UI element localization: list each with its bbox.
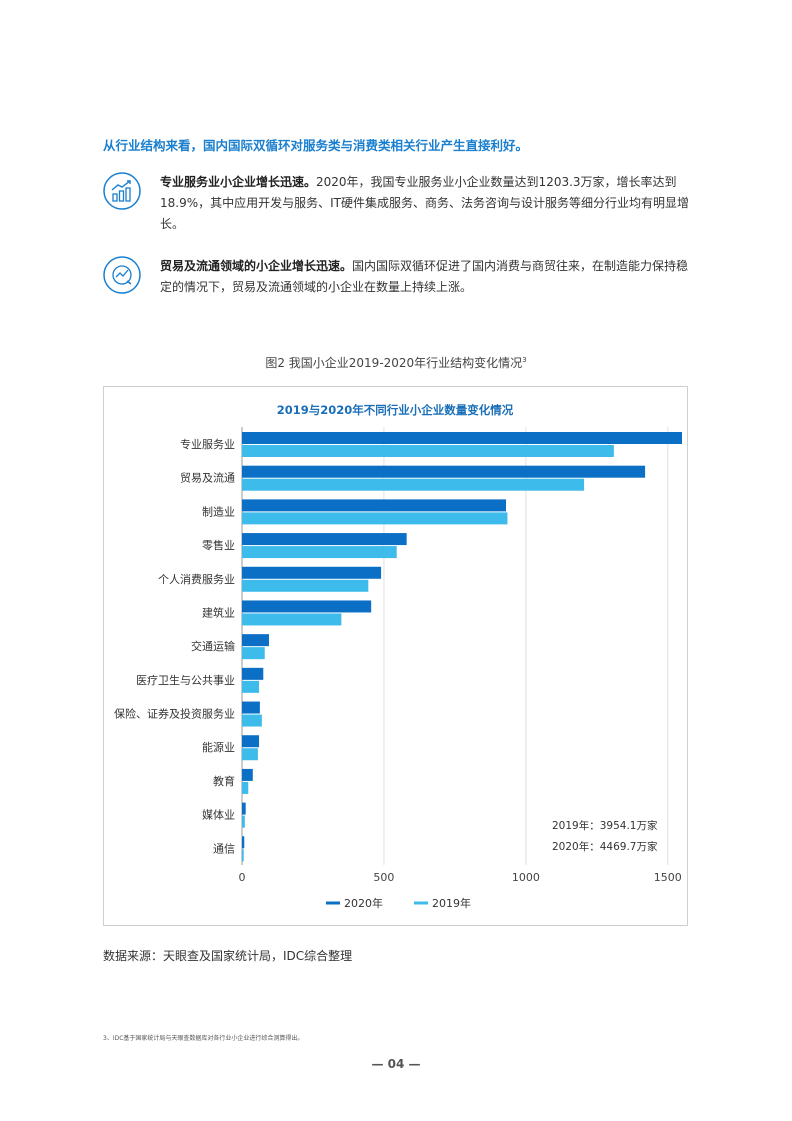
bar-2019 (242, 512, 508, 525)
bar-2019 (242, 445, 614, 457)
category-label: 教育 (213, 774, 235, 788)
bar-2019 (242, 815, 245, 828)
point-title: 专业服务业小企业增长迅速。 (160, 175, 317, 189)
bar-2019 (242, 579, 369, 592)
category-label: 个人消费服务业 (158, 572, 235, 586)
category-label: 零售业 (202, 538, 235, 552)
bar-2019 (242, 647, 265, 660)
chart-title: 2019与2020年不同行业小企业数量变化情况 (277, 403, 514, 417)
bar-2020 (242, 836, 245, 849)
bar-2020 (242, 667, 264, 680)
bar-2020 (242, 432, 682, 444)
bar-2020 (242, 465, 646, 478)
bar-2020 (242, 701, 260, 714)
bar-2020 (242, 768, 253, 781)
bar-chart: 2019与2020年不同行业小企业数量变化情况 0 500 1000 1500 专业服务业… (114, 403, 682, 910)
bar-2019 (242, 613, 342, 626)
x-tick-label: 500 (373, 871, 394, 884)
trade-globe-icon (103, 256, 141, 294)
bar-2019 (242, 714, 262, 727)
legend-label: 2019年 (432, 896, 471, 910)
bar-2019 (242, 849, 244, 862)
data-source: 数据来源：天眼查及国家统计局，IDC综合整理 (103, 949, 353, 963)
category-label: 专业服务业 (180, 437, 235, 451)
category-label: 能源业 (202, 740, 235, 754)
lead-paragraph: 从行业结构来看，国内国际双循环对服务类与消费类相关行业产生直接利好。 (103, 138, 529, 153)
growth-chart-icon (103, 172, 141, 210)
bar-2019 (242, 748, 258, 761)
point-body: 2020年，我国专业服务业小企业数量达到1203.3万家，增长率达到18.9%，… (160, 175, 689, 231)
category-label: 制造业 (202, 504, 235, 518)
category-label: 保险、证券及投资服务业 (114, 707, 235, 721)
category-label: 贸易及流通 (180, 471, 235, 485)
legend-label: 2020年 (344, 896, 383, 910)
category-label: 交通运输 (191, 639, 235, 653)
x-tick-label: 1000 (512, 871, 540, 884)
figure-caption-text: 图2 我国小企业2019-2020年行业结构变化情况 (265, 356, 523, 370)
bar-2019 (242, 546, 397, 559)
page-number: — 04 — (371, 1057, 421, 1071)
bar-2020 (242, 566, 382, 579)
footnote-ref: 3 (522, 356, 527, 364)
category-label: 媒体业 (202, 808, 235, 822)
point-title: 贸易及流通领域的小企业增长迅速。 (160, 259, 353, 273)
x-tick-label: 0 (239, 871, 246, 884)
x-tick-label: 1500 (654, 871, 682, 884)
bar-2020 (242, 533, 407, 546)
bar-2019 (242, 781, 249, 794)
bar-2020 (242, 600, 372, 613)
annotation-total-2019: 2019年：3954.1万家 (552, 819, 658, 832)
bar-2020 (242, 735, 260, 748)
bar-2020 (242, 802, 246, 815)
chart-container: 2019与2020年不同行业小企业数量变化情况 0 500 1000 1500 专业服务业… (103, 386, 688, 926)
bar-2019 (242, 680, 260, 693)
annotation-total-2020: 2020年：4469.7万家 (552, 840, 658, 853)
category-label: 通信 (213, 842, 235, 855)
footnote: 3、IDC基于国家统计局与天眼查数据库对各行业小企业进行综合测算得出。 (103, 1035, 304, 1042)
figure-caption: 图2 我国小企业2019-2020年行业结构变化情况3 (0, 354, 792, 371)
category-label: 建筑业 (202, 605, 235, 619)
bar-2020 (242, 634, 269, 647)
bar-2019 (242, 478, 585, 491)
category-label: 医疗卫生与公共事业 (136, 673, 235, 687)
bar-2020 (242, 499, 506, 512)
point-body: 国内国际双循环促进了国内消费与商贸往来，在制造能力保持稳定的情况下，贸易及流通领… (160, 259, 689, 294)
